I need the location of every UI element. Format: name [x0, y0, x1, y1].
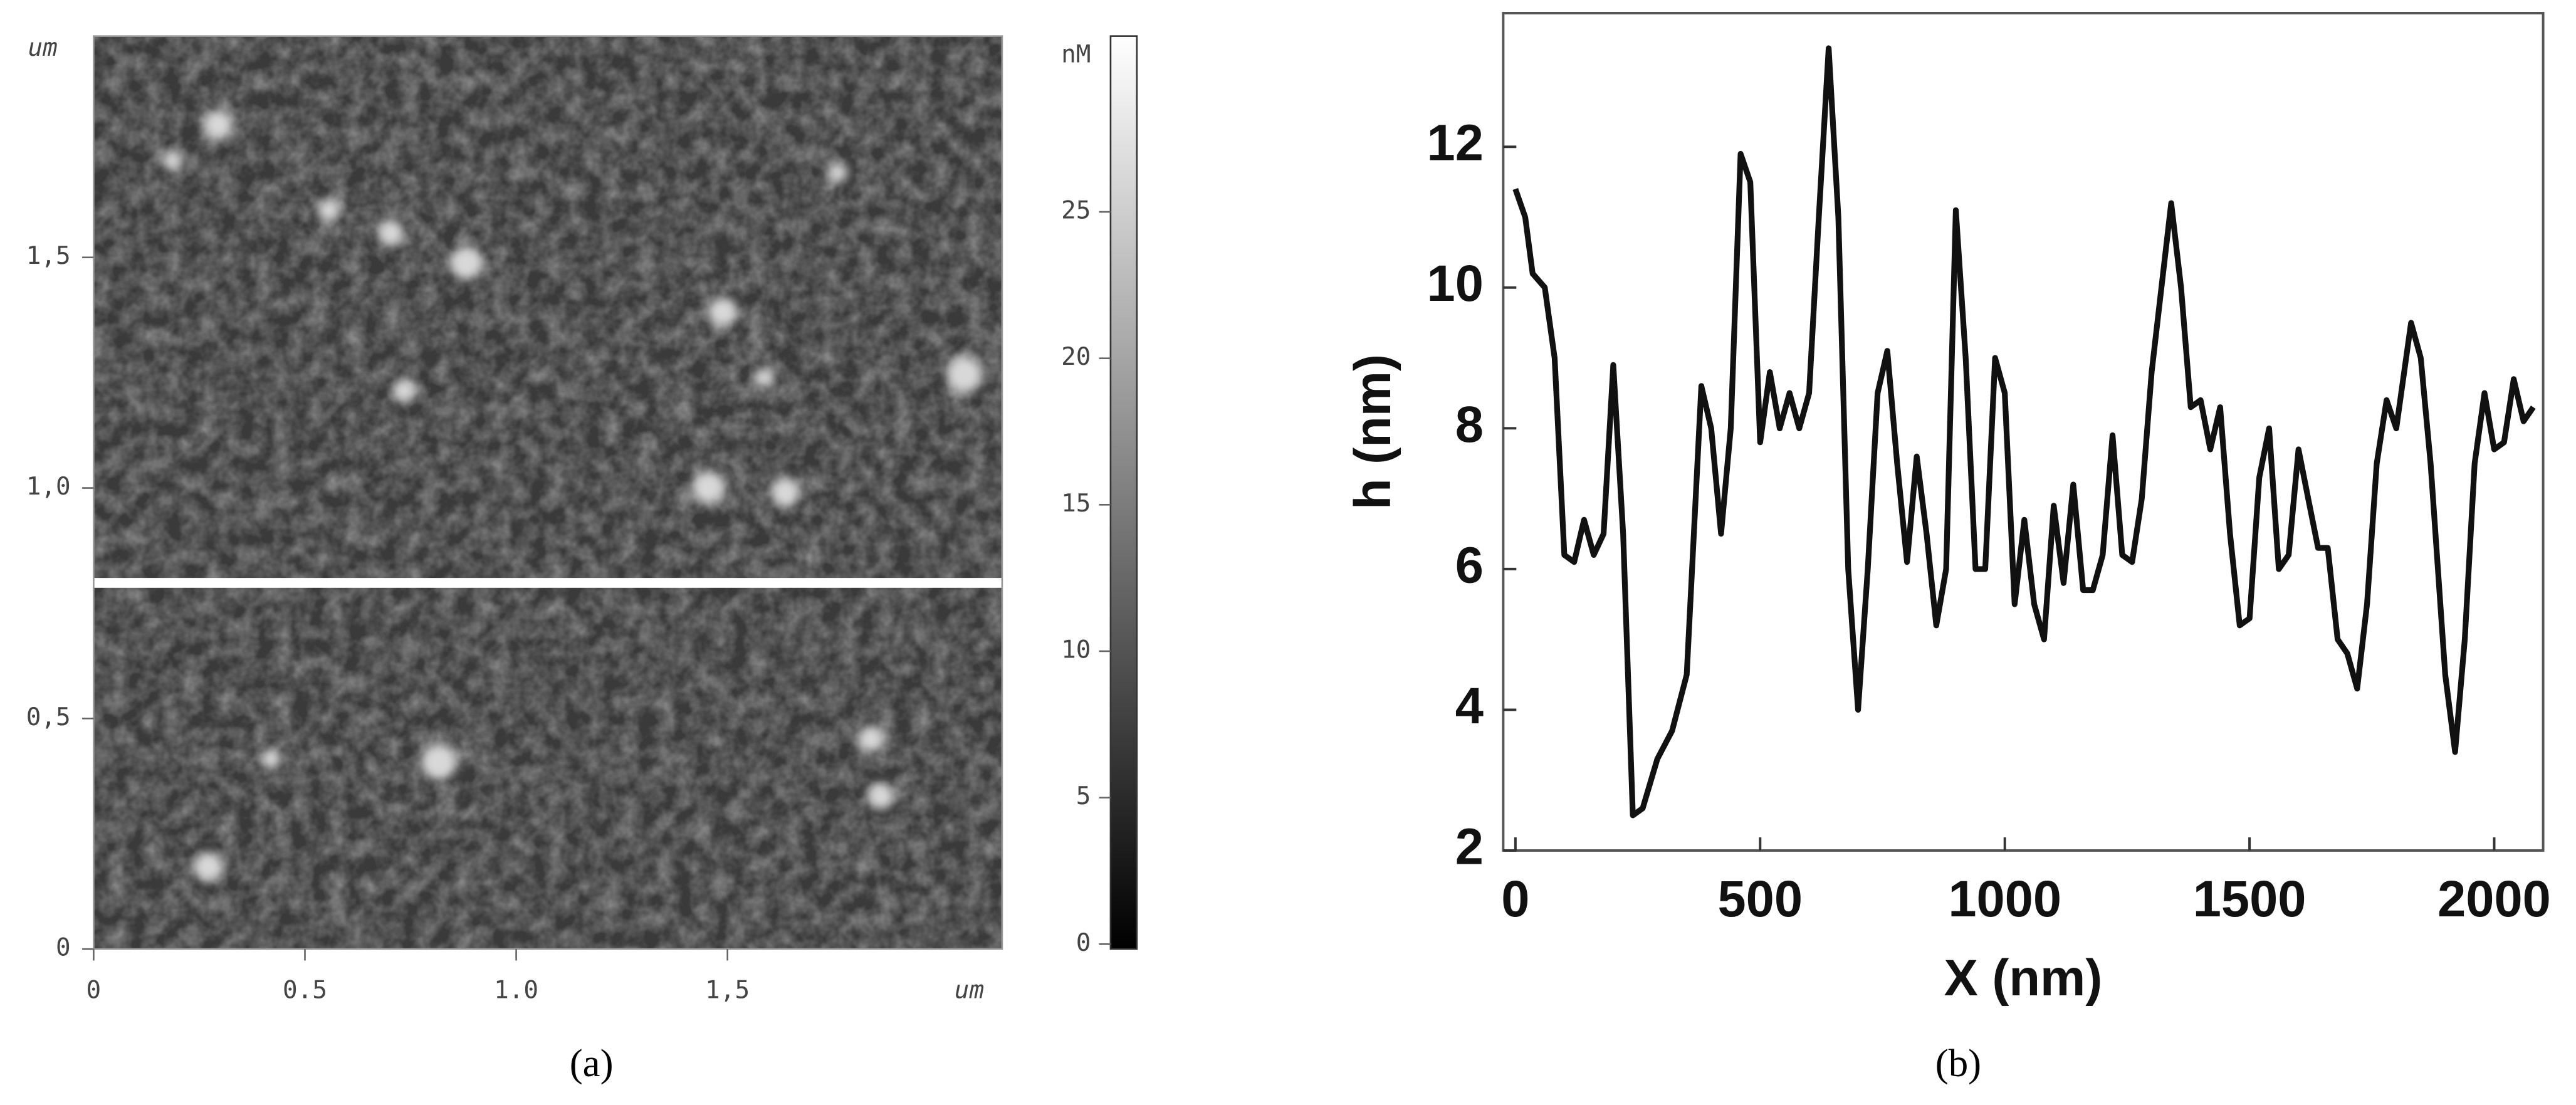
particle [204, 110, 234, 140]
colorbar-label: nM [1061, 41, 1091, 69]
particle [867, 783, 894, 810]
x-tick-label: 1500 [2193, 871, 2306, 928]
y-tick-label: 8 [1455, 396, 1484, 453]
y-axis-label: h (nm) [1344, 354, 1401, 510]
colorbar [1109, 35, 1138, 950]
y-axis-unit: um [28, 34, 57, 62]
y-tick-label: 12 [1427, 115, 1484, 172]
x-tick-label: 2000 [2437, 871, 2551, 928]
particle [261, 748, 281, 768]
colorbar-tick-label: 0 [1076, 929, 1091, 957]
particle [450, 246, 483, 280]
particle [770, 478, 800, 508]
y-tick-label: 0 [56, 934, 71, 962]
y-tick-label: 10 [1427, 255, 1484, 312]
particle [946, 356, 983, 393]
particle [691, 471, 725, 505]
caption: (b) [1935, 1041, 1981, 1085]
particle [421, 743, 457, 780]
particle [828, 162, 848, 182]
colorbar-tick-label: 10 [1061, 636, 1091, 664]
x-axis-label: X (nm) [1944, 950, 2103, 1007]
particle [392, 379, 416, 402]
particle [317, 198, 340, 222]
x-tick-label: 500 [1718, 871, 1803, 928]
colorbar-tick-label: 5 [1076, 782, 1091, 810]
x-tick-label: 0 [86, 977, 102, 1005]
x-tick-label: 1.0 [494, 977, 538, 1005]
particle [194, 852, 224, 882]
particle [377, 220, 404, 246]
afm-particles [162, 110, 983, 882]
profile-line [1512, 45, 2536, 819]
y-tick-label: 2 [1455, 818, 1484, 875]
afm-frame [93, 35, 1003, 950]
x-tick-label: 1,5 [705, 977, 750, 1005]
y-tick-label: 6 [1455, 537, 1484, 594]
colorbar-tick-label: 20 [1061, 343, 1091, 371]
x-axis-unit: um [955, 977, 984, 1005]
x-tick-label: 1000 [1948, 871, 2061, 928]
caption: (a) [570, 1041, 614, 1085]
x-tick-label: 0.5 [283, 977, 327, 1005]
x-tick-label: 0 [1501, 871, 1529, 928]
particle [708, 297, 738, 327]
plot-frame [1502, 11, 2545, 852]
afm-texture [93, 36, 1002, 950]
particle [857, 725, 884, 752]
y-tick-label: 1,5 [26, 242, 71, 270]
y-tick-label: 0,5 [26, 703, 71, 731]
scan-line [93, 578, 1002, 588]
colorbar-tick-label: 15 [1061, 490, 1091, 518]
particle [754, 367, 774, 388]
y-tick-label: 4 [1455, 678, 1484, 735]
afm-image [93, 35, 1003, 950]
particle [162, 151, 182, 171]
y-tick-label: 1,0 [26, 473, 71, 501]
colorbar-tick-label: 25 [1061, 197, 1091, 225]
